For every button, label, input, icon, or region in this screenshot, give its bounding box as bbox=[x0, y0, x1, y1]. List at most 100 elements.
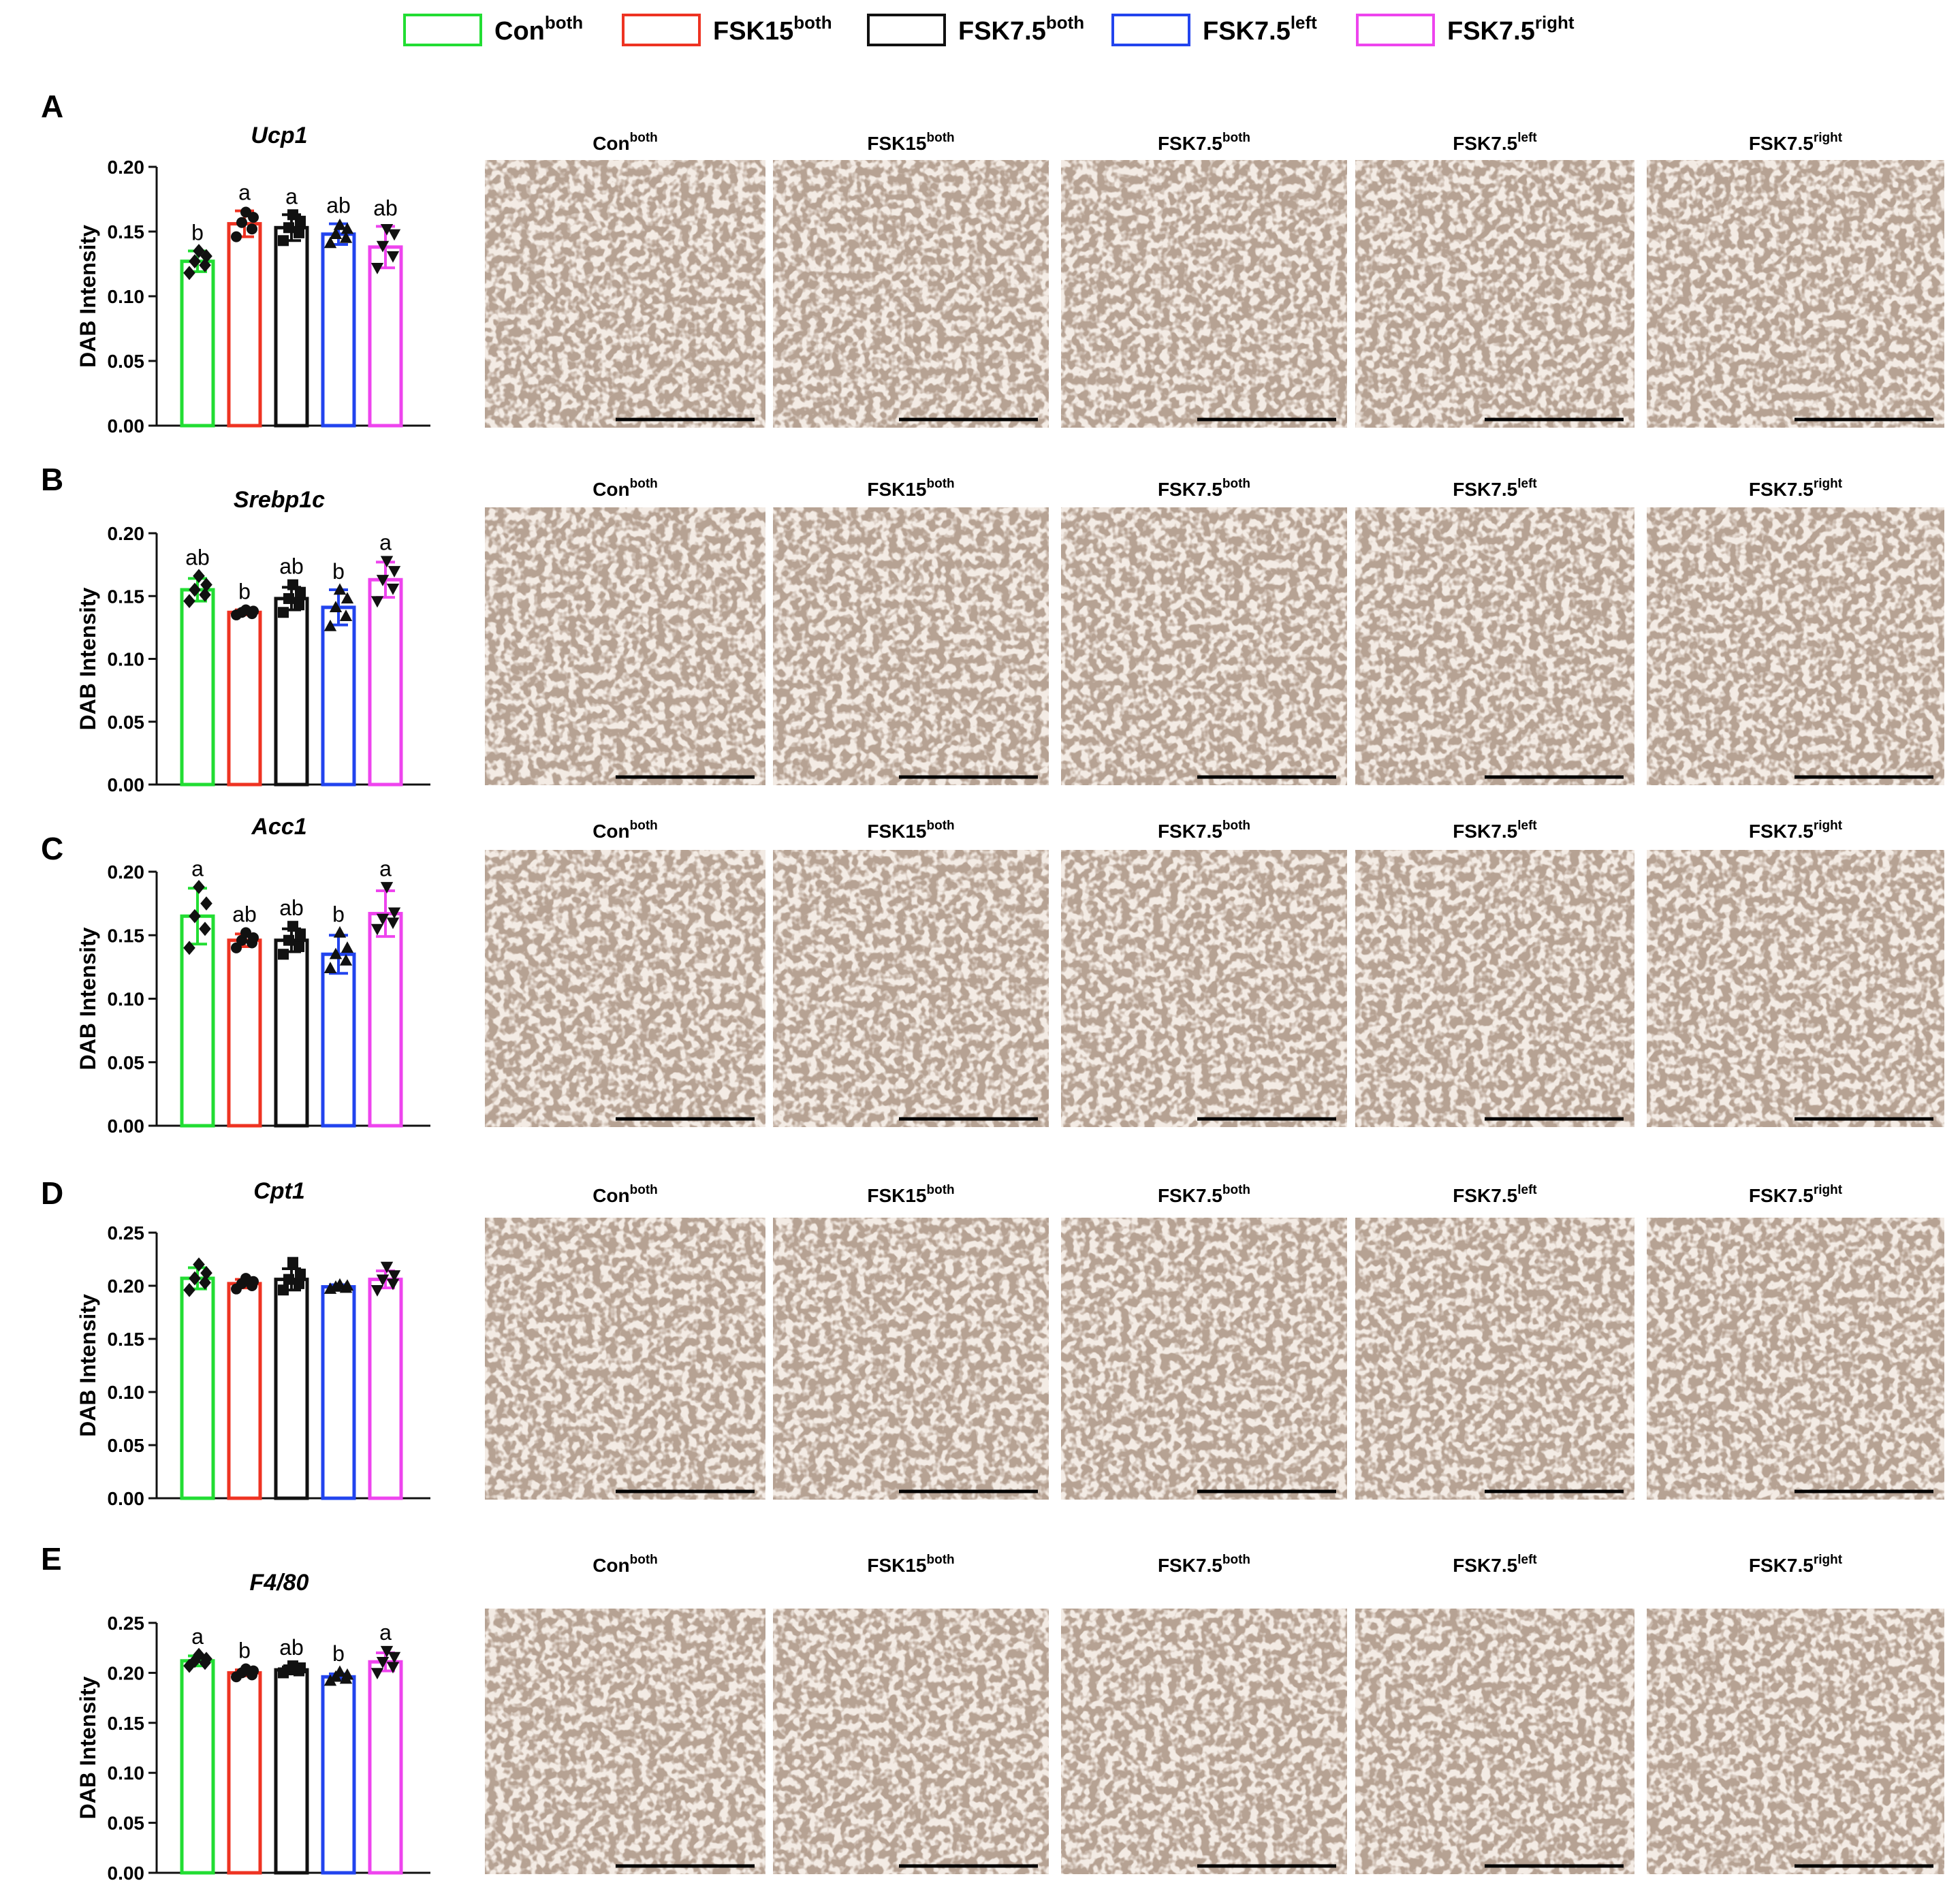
data-point bbox=[295, 1268, 306, 1280]
bar bbox=[321, 232, 356, 428]
data-point bbox=[283, 1274, 294, 1285]
chart-title: F4/80 bbox=[250, 1570, 309, 1596]
data-point bbox=[199, 1275, 211, 1290]
legend-swatch bbox=[622, 14, 701, 46]
bar bbox=[274, 225, 309, 428]
bar bbox=[227, 222, 262, 428]
histology-image: FSK7.5left bbox=[1355, 131, 1634, 428]
y-tick-label: 0.05 bbox=[108, 1813, 145, 1834]
histology-image: FSK15both bbox=[773, 1553, 1049, 1874]
data-point bbox=[380, 882, 394, 893]
legend-item: FSK7.5left bbox=[1111, 12, 1317, 46]
data-point bbox=[231, 231, 242, 242]
data-point bbox=[341, 941, 354, 953]
data-point bbox=[236, 217, 247, 228]
histology-image: Conboth bbox=[485, 819, 765, 1127]
image-title: FSK7.5both bbox=[1158, 477, 1250, 500]
legend-label: FSK7.5left bbox=[1203, 12, 1317, 46]
y-tick-label: 0.20 bbox=[108, 1276, 145, 1297]
data-point bbox=[287, 1256, 298, 1268]
y-tick-label: 0.15 bbox=[108, 221, 145, 242]
y-axis-label: DAB Intensity bbox=[76, 587, 100, 730]
significance-letter: a bbox=[285, 184, 298, 208]
data-point bbox=[200, 1265, 212, 1280]
significance-letter: ab bbox=[326, 193, 351, 218]
y-tick-label: 0.15 bbox=[108, 1713, 145, 1734]
data-point bbox=[193, 1257, 205, 1272]
data-point bbox=[388, 907, 401, 919]
data-point bbox=[380, 1261, 394, 1274]
histology-image: FSK15both bbox=[773, 1183, 1049, 1500]
panel-letter: C bbox=[41, 831, 63, 866]
histology-image: Conboth bbox=[485, 1183, 765, 1500]
significance-letter: a bbox=[379, 856, 392, 881]
y-tick-label: 0.20 bbox=[108, 1662, 145, 1683]
legend-swatch bbox=[1356, 14, 1435, 46]
significance-letter: ab bbox=[232, 902, 257, 927]
data-point bbox=[386, 251, 400, 263]
image-title: FSK7.5right bbox=[1749, 819, 1843, 842]
legend-label: Conboth bbox=[494, 12, 583, 46]
y-tick-label: 0.05 bbox=[108, 712, 145, 733]
histology-image: FSK15both bbox=[773, 477, 1049, 785]
data-point bbox=[183, 1282, 195, 1297]
bar bbox=[274, 597, 309, 787]
y-tick-label: 0.10 bbox=[108, 989, 145, 1010]
legend-item: Conboth bbox=[403, 12, 583, 46]
data-point bbox=[287, 921, 298, 932]
histology-image: FSK7.5left bbox=[1355, 477, 1634, 785]
bar bbox=[368, 1278, 403, 1500]
significance-letter: ab bbox=[279, 896, 304, 920]
legend-label: FSK15both bbox=[713, 12, 832, 46]
legend-item: FSK15both bbox=[622, 12, 832, 46]
data-point bbox=[247, 223, 257, 235]
data-point bbox=[231, 942, 242, 953]
data-point bbox=[183, 594, 195, 609]
y-tick-label: 0.00 bbox=[108, 1116, 145, 1137]
image-title: FSK7.5right bbox=[1749, 1183, 1843, 1206]
image-title: FSK7.5right bbox=[1749, 1553, 1843, 1576]
chart-title: Acc1 bbox=[251, 814, 306, 840]
tissue-texture bbox=[1355, 507, 1634, 785]
bar bbox=[180, 1659, 215, 1875]
histology-image: FSK15both bbox=[773, 819, 1049, 1127]
tissue-texture bbox=[485, 850, 765, 1127]
tissue-texture bbox=[1061, 160, 1347, 428]
data-point bbox=[370, 596, 384, 608]
image-title: FSK15both bbox=[867, 477, 954, 500]
data-point bbox=[199, 588, 211, 602]
image-title: FSK7.5both bbox=[1158, 1553, 1250, 1576]
tissue-texture bbox=[1355, 850, 1634, 1127]
data-point bbox=[283, 222, 294, 234]
data-point bbox=[189, 582, 201, 597]
data-point bbox=[388, 1270, 401, 1282]
image-title: FSK7.5left bbox=[1453, 477, 1537, 500]
histology-image: FSK7.5right bbox=[1647, 1553, 1944, 1874]
bar bbox=[368, 578, 403, 787]
image-title: FSK7.5both bbox=[1158, 1183, 1250, 1206]
bar bbox=[227, 1671, 262, 1875]
histology-image: FSK7.5left bbox=[1355, 1183, 1634, 1500]
image-title: FSK7.5right bbox=[1749, 131, 1843, 154]
data-point bbox=[376, 240, 390, 253]
y-axis-label: DAB Intensity bbox=[76, 1676, 100, 1819]
data-point bbox=[294, 227, 304, 238]
tissue-texture bbox=[773, 850, 1049, 1127]
data-point bbox=[341, 1668, 354, 1680]
data-point bbox=[339, 610, 353, 621]
panel-letter: D bbox=[41, 1175, 63, 1211]
significance-letter: a bbox=[238, 180, 251, 205]
data-point bbox=[386, 1662, 400, 1674]
data-point bbox=[333, 218, 347, 230]
data-point bbox=[199, 921, 211, 936]
chart-title: Srebp1c bbox=[234, 487, 325, 513]
legend-item: FSK7.5both bbox=[867, 12, 1084, 46]
data-point bbox=[189, 908, 201, 923]
histology-image: FSK7.5right bbox=[1647, 131, 1944, 428]
data-point bbox=[370, 1285, 384, 1297]
data-point bbox=[193, 569, 205, 584]
data-point bbox=[287, 209, 298, 221]
y-tick-label: 0.10 bbox=[108, 649, 145, 670]
image-title: FSK7.5right bbox=[1749, 477, 1843, 500]
